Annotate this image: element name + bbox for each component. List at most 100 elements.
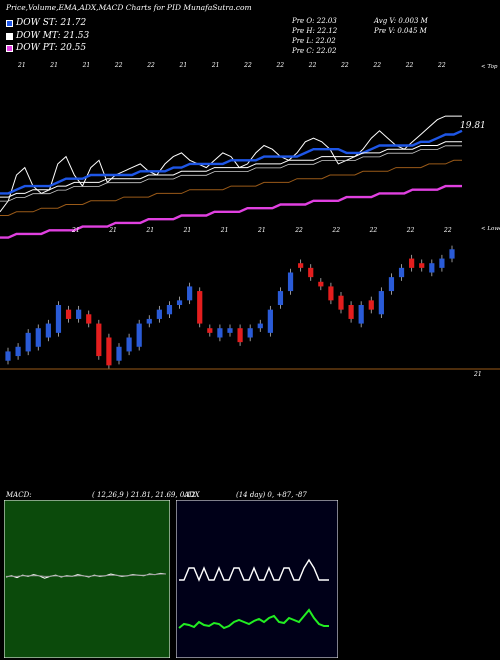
mid-tick-label: 21 bbox=[145, 227, 154, 234]
top-tick-label: 22 bbox=[340, 62, 349, 69]
macd-series-signal bbox=[6, 573, 166, 577]
candle-body bbox=[257, 323, 263, 329]
macd-label: MACD: bbox=[6, 491, 32, 499]
adx-series-+DI bbox=[179, 558, 329, 582]
candle-body bbox=[187, 286, 193, 301]
candle-body bbox=[25, 332, 31, 352]
candle-body bbox=[328, 286, 334, 301]
candle-body bbox=[106, 337, 112, 366]
mid-tick-label: 22 bbox=[369, 227, 378, 234]
mid-tick-label: 21 bbox=[71, 227, 80, 234]
macd-chart bbox=[4, 500, 170, 658]
candle-body bbox=[166, 305, 173, 315]
top-tick-label: 22 bbox=[275, 62, 284, 69]
candle-body bbox=[308, 267, 314, 278]
mid-tick-label: 21 bbox=[257, 227, 266, 234]
legend-dow-st: DOW ST: 21.72 bbox=[6, 17, 86, 29]
candle-body bbox=[318, 281, 324, 287]
candle-body bbox=[277, 291, 284, 305]
candle-body bbox=[358, 305, 364, 324]
candle-body bbox=[237, 328, 243, 343]
candle-body bbox=[65, 309, 72, 319]
legend-label-pt: DOW PT: 20.55 bbox=[16, 43, 87, 53]
candle-body bbox=[116, 346, 122, 361]
candle-body bbox=[126, 337, 132, 352]
stats-col1: Pre O: 22.03 Pre H: 22.12 Pre L: 22.02 P… bbox=[292, 17, 337, 57]
adx-series--DI bbox=[178, 608, 329, 630]
candle-body bbox=[287, 272, 294, 292]
candle-body bbox=[176, 300, 183, 305]
top-tick-label: 21 bbox=[49, 62, 58, 69]
low-edge-label: < Lowes bbox=[481, 226, 500, 232]
stat-low: Pre L: 22.02 bbox=[292, 37, 336, 45]
legend-label-mt: DOW MT: 21.53 bbox=[16, 31, 90, 41]
candle-body bbox=[298, 263, 304, 268]
candle-body bbox=[5, 351, 11, 361]
candle-body bbox=[388, 277, 395, 292]
candle-body bbox=[55, 305, 62, 333]
top-tick-label: 21 bbox=[179, 62, 188, 69]
candle-body bbox=[227, 328, 233, 333]
series-line-ema-mid-lower bbox=[0, 145, 462, 202]
candle-body bbox=[45, 323, 51, 338]
series-line-close bbox=[0, 115, 462, 213]
mid-tick-label: 22 bbox=[406, 227, 415, 234]
top-tick-label: 22 bbox=[308, 62, 317, 69]
top-tick-label: 21 bbox=[211, 62, 220, 69]
top-tick-label: 22 bbox=[437, 62, 446, 69]
adx-label: ADX bbox=[184, 491, 200, 499]
candle-body bbox=[439, 258, 445, 268]
candle-body bbox=[247, 328, 253, 338]
candle-body bbox=[136, 323, 142, 347]
mid-tick-label: 22 bbox=[294, 227, 303, 234]
mid-tick-label: 21 bbox=[108, 227, 117, 234]
stat-prev-volume: Pre V: 0.045 M bbox=[374, 27, 427, 35]
adx-panel-background bbox=[176, 500, 338, 658]
baseline-label: 21 bbox=[473, 371, 482, 378]
macd-panel-background bbox=[4, 500, 170, 658]
candle-body bbox=[96, 323, 102, 357]
candle-body bbox=[156, 309, 162, 319]
series-line-ema-long bbox=[0, 159, 462, 216]
mid-tick-label: 22 bbox=[443, 227, 452, 234]
candle-body bbox=[197, 291, 203, 324]
legend-label-st: DOW ST: 21.72 bbox=[16, 18, 87, 28]
candle-body bbox=[378, 291, 384, 315]
top-tick-label: 21 bbox=[82, 62, 91, 69]
candle-body bbox=[207, 328, 213, 333]
candle-body bbox=[86, 314, 92, 324]
top-tick-label: 22 bbox=[146, 62, 155, 69]
candle-body bbox=[449, 249, 455, 259]
candle-body bbox=[76, 309, 82, 319]
mid-tick-label: 21 bbox=[183, 227, 192, 234]
candle-body bbox=[146, 318, 152, 324]
mid-tick-label: 22 bbox=[331, 227, 340, 234]
stat-avg-volume: Avg V: 0.003 M bbox=[374, 17, 428, 25]
candle-body bbox=[429, 263, 435, 273]
top-tick-label: 22 bbox=[114, 62, 123, 69]
candle-body bbox=[419, 263, 425, 268]
top-tick-label: 21 bbox=[17, 62, 26, 69]
candle-body bbox=[409, 258, 415, 268]
candle-body bbox=[217, 328, 223, 338]
stat-open: Pre O: 22.03 bbox=[292, 17, 337, 25]
adx-chart bbox=[176, 500, 338, 658]
series-line-ema-short bbox=[0, 129, 463, 195]
candle-body bbox=[398, 267, 405, 278]
top-edge-label: < Top bbox=[481, 64, 498, 70]
legend-dow-pt: DOW PT: 20.55 bbox=[6, 42, 86, 54]
stats-col2: Avg V: 0.003 M Pre V: 0.045 M bbox=[374, 17, 428, 37]
chart-title: Price,Volume,EMA,ADX,MACD Charts for PID… bbox=[6, 3, 252, 12]
series-line-ema-pt bbox=[0, 184, 462, 239]
legend-swatch-mt bbox=[6, 32, 13, 40]
mid-tick-label: 21 bbox=[220, 227, 229, 234]
candle-body bbox=[15, 346, 21, 357]
series-line-ema-mid bbox=[0, 141, 462, 198]
stat-close: Pre C: 22.02 bbox=[292, 47, 337, 55]
price-chart: 21 21 21 22 22 21 21 22 22 22 22 22 22 22 < Top 19.81 21… bbox=[0, 62, 500, 378]
price-label: 19.81 bbox=[460, 121, 486, 131]
candle-body bbox=[267, 309, 273, 333]
candle-body bbox=[338, 295, 344, 310]
candle-body bbox=[35, 328, 41, 347]
candle-body bbox=[348, 305, 354, 319]
